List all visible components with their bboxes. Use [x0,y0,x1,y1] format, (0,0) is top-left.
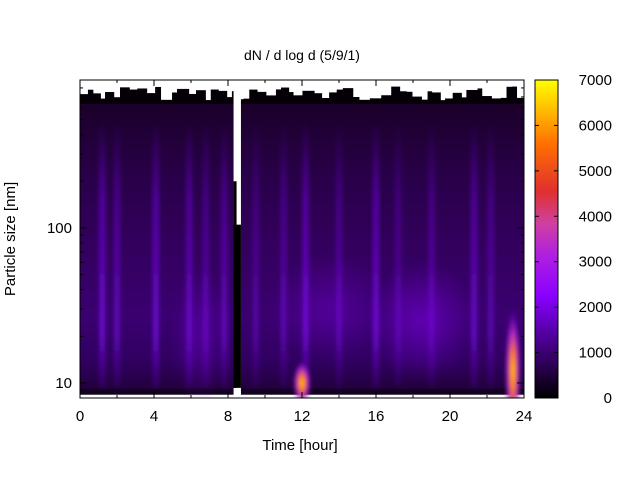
heatmap-streak [202,119,209,388]
x-tick-label: 16 [368,408,385,425]
heatmap-blob [269,254,390,365]
x-axis: 0 4 8 12 16 20 24 [76,80,533,425]
colorbar-tick-label: 7000 [579,72,612,89]
y-axis: 10 100 [47,87,524,392]
colorbar-tick-label: 1000 [579,345,612,362]
colorbar-tick-label: 2000 [579,299,612,316]
x-tick-label: 4 [150,408,158,425]
x-tick-label: 24 [516,408,533,425]
heatmap-gap-fill [233,224,241,388]
heatmap-streak [471,119,478,388]
heatmap-streak [186,119,193,388]
heatmap-streak [221,119,228,388]
heatmap-blob [367,261,478,382]
x-tick-label: 8 [224,408,232,425]
heatmap-streak [302,119,309,388]
colorbar-tick-label: 3000 [579,254,612,271]
colorbar-tick-label: 4000 [579,208,612,225]
colorbar-tick-label: 0 [604,390,612,407]
y-tick-label: 10 [55,375,72,392]
heatmap-streak [487,119,494,388]
colorbar-tick-label: 6000 [579,117,612,134]
heatmap [80,80,524,398]
heatmap-streak [152,119,159,388]
heatmap-streak [252,119,259,388]
heatmap-peak [293,360,311,398]
x-tick-label: 12 [294,408,311,425]
chart-title: dN / d log d (5/9/1) [244,47,360,63]
heatmap-streak [99,119,106,388]
x-tick-label: 20 [442,408,459,425]
heatmap-streak [428,119,435,388]
heatmap-streak [114,119,120,388]
heatmap-blob [170,266,231,398]
heatmap-streak [395,119,402,388]
x-axis-label: Time [hour] [262,437,337,454]
colorbar [534,79,559,399]
x-tick-label: 0 [76,408,84,425]
heatmap-streak [280,119,287,388]
colorbar-ticks: 0 1000 2000 3000 4000 5000 6000 7000 [535,72,612,407]
heatmap-peak [504,308,521,398]
heatmap-streak [336,119,342,388]
colorbar-tick-label: 5000 [579,163,612,180]
y-tick-label: 100 [47,220,72,237]
y-axis-label: Particle size [nm] [2,182,19,296]
heatmap-streak [373,119,379,388]
